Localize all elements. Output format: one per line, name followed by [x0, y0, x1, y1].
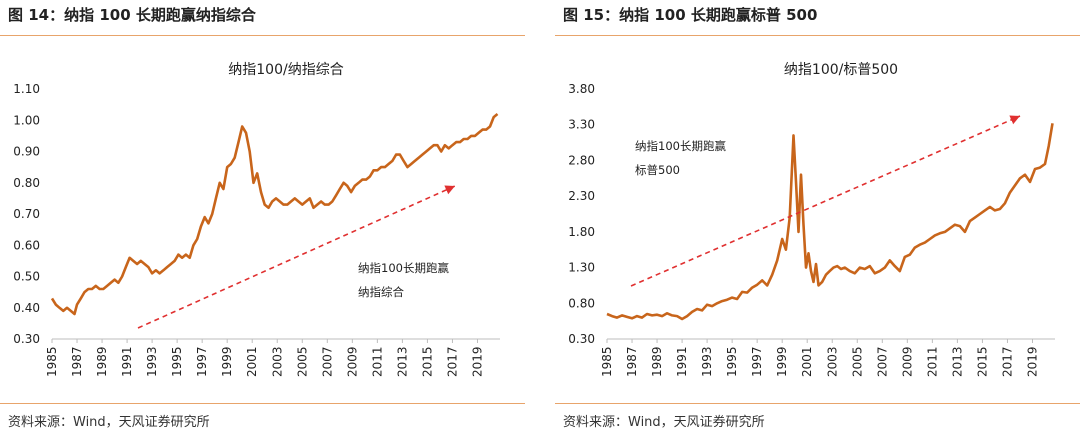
data-line — [50, 112, 499, 316]
annotation-text: 纳指综合 — [358, 285, 404, 299]
x-tick-label: 2015 — [975, 346, 989, 377]
x-tick-label: 1987 — [70, 346, 84, 377]
figure-title: 图 15：纳指 100 长期跑赢标普 500 — [563, 6, 818, 24]
x-tick-label: 2007 — [875, 346, 889, 377]
x-tick-label: 2003 — [825, 346, 839, 377]
annotation-text: 纳指100长期跑赢 — [635, 139, 726, 153]
y-tick-label: 2.30 — [568, 189, 595, 203]
x-tick-label: 1989 — [650, 346, 664, 377]
x-tick-label: 2013 — [950, 346, 964, 377]
y-tick-label: 3.30 — [568, 118, 595, 132]
x-tick-label: 2019 — [1025, 346, 1039, 377]
figure-title: 图 14：纳指 100 长期跑赢纳指综合 — [8, 6, 256, 24]
y-tick-label: 0.60 — [13, 238, 40, 252]
x-tick-label: 2007 — [320, 346, 334, 377]
source-note: 资料来源：Wind，天风证券研究所 — [8, 415, 210, 430]
x-tick-label: 1987 — [625, 346, 639, 377]
x-tick-label: 1993 — [145, 346, 159, 377]
x-tick-label: 1991 — [675, 346, 689, 377]
x-tick-label: 1999 — [220, 346, 234, 377]
x-tick-label: 2009 — [900, 346, 914, 377]
x-tick-label: 1995 — [725, 346, 739, 377]
x-tick-label: 2005 — [850, 346, 864, 377]
x-tick-label: 2009 — [345, 346, 359, 377]
y-tick-label: 2.80 — [568, 153, 595, 167]
x-tick-label: 1985 — [600, 346, 614, 377]
x-tick-label: 2003 — [270, 346, 284, 377]
x-tick-label: 1991 — [120, 346, 134, 377]
y-tick-label: 3.80 — [568, 82, 595, 96]
source-note: 资料来源：Wind，天风证券研究所 — [563, 415, 765, 430]
y-tick-label: 0.30 — [13, 332, 40, 346]
x-tick-label: 1985 — [45, 346, 59, 377]
x-tick-label: 1993 — [700, 346, 714, 377]
data-line — [606, 123, 1054, 321]
x-tick-label: 1989 — [95, 346, 109, 377]
y-tick-label: 0.30 — [568, 332, 595, 346]
x-tick-label: 1997 — [750, 346, 764, 377]
x-tick-label: 2011 — [925, 346, 939, 377]
x-tick-label: 2005 — [295, 346, 309, 377]
y-tick-label: 0.80 — [13, 176, 40, 190]
y-tick-label: 0.90 — [13, 145, 40, 159]
chart-panel-2: 图 15：纳指 100 长期跑赢标普 500 纳指100/标普500 3.80 3.… — [555, 0, 1080, 432]
y-tick-label: 0.40 — [13, 301, 40, 315]
chart-title: 纳指100/纳指综合 — [228, 62, 343, 78]
chart-title: 纳指100/标普500 — [784, 62, 898, 78]
x-tick-label: 2015 — [420, 346, 434, 377]
x-tick-label: 2011 — [370, 346, 384, 377]
x-tick-label: 2001 — [800, 346, 814, 377]
y-tick-label: 0.50 — [13, 270, 40, 284]
y-tick-label: 1.00 — [13, 113, 40, 127]
y-tick-label: 1.80 — [568, 225, 595, 239]
trend-arrow — [137, 185, 456, 329]
annotation-text: 标普500 — [635, 163, 680, 177]
y-tick-label: 0.70 — [13, 207, 40, 221]
x-tick-label: 2013 — [395, 346, 409, 377]
chart-panel-1: 图 14：纳指 100 长期跑赢纳指综合 纳指100/纳指综合 1.10 1.00 0… — [0, 0, 525, 432]
chart-plot: 纳指100/纳指综合 1.10 1.00 0.90 0.80 0.70 0.60 0.50 0.… — [13, 62, 500, 377]
chart-plot: 纳指100/标普500 3.80 3.30 2.80 2.30 1.80 1.30 0.80 0… — [568, 62, 1055, 377]
title-divider — [555, 35, 1080, 36]
x-tick-label: 2017 — [1000, 346, 1014, 377]
x-tick-label: 2017 — [445, 346, 459, 377]
x-tick-label: 1999 — [775, 346, 789, 377]
x-tick-label: 1995 — [170, 346, 184, 377]
x-tick-label: 1997 — [195, 346, 209, 377]
x-tick-label: 2001 — [245, 346, 259, 377]
source-divider — [555, 403, 1080, 404]
x-tick-label: 2019 — [470, 346, 484, 377]
title-divider — [0, 35, 525, 36]
trend-arrow — [630, 115, 1021, 287]
y-tick-label: 0.80 — [568, 296, 595, 310]
y-tick-label: 1.30 — [568, 261, 595, 275]
annotation-text: 纳指100长期跑赢 — [358, 261, 449, 275]
y-tick-label: 1.10 — [13, 82, 40, 96]
source-divider — [0, 403, 525, 404]
